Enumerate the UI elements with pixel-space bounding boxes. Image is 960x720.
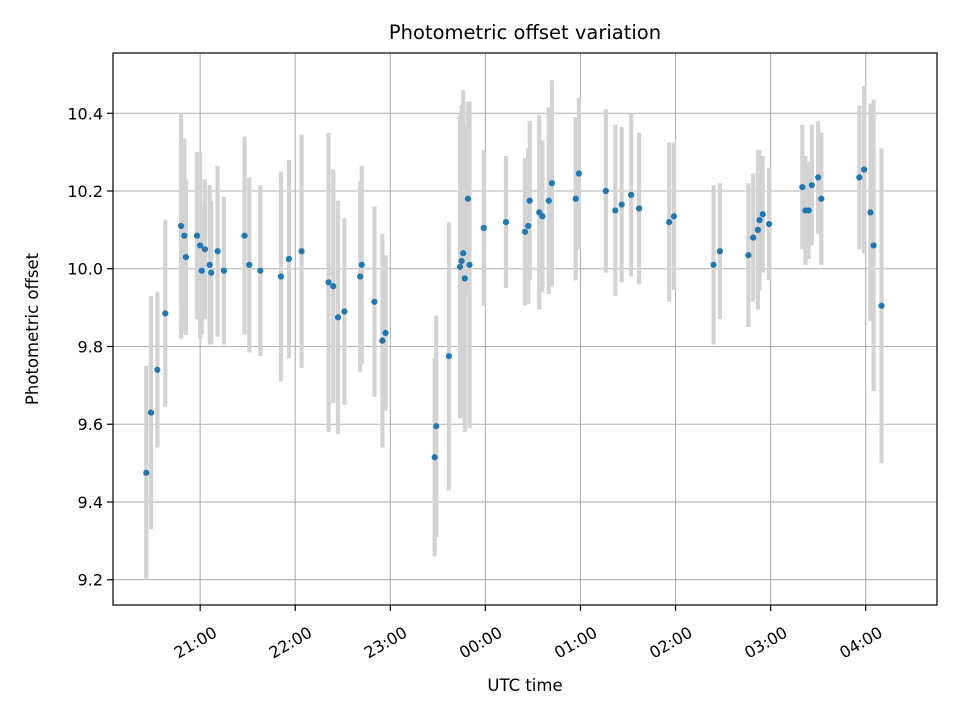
data-point bbox=[277, 273, 285, 280]
data-point bbox=[756, 217, 763, 224]
data-point bbox=[878, 302, 885, 309]
x-axis-title: UTC time bbox=[487, 676, 562, 695]
y-tick-label: 10.2 bbox=[67, 182, 103, 201]
data-point bbox=[521, 228, 529, 235]
data-point bbox=[143, 469, 150, 476]
data-point bbox=[257, 267, 264, 274]
data-point bbox=[208, 269, 215, 276]
data-point bbox=[433, 423, 440, 430]
data-points bbox=[143, 166, 885, 476]
data-point bbox=[602, 187, 609, 195]
data-point bbox=[870, 242, 877, 249]
data-point bbox=[750, 234, 757, 241]
data-point bbox=[464, 195, 472, 202]
data-point bbox=[716, 248, 724, 255]
data-point bbox=[526, 197, 533, 204]
data-point bbox=[325, 279, 332, 286]
data-point bbox=[575, 170, 582, 177]
data-point bbox=[466, 261, 473, 268]
data-point bbox=[330, 283, 337, 290]
data-point bbox=[867, 209, 874, 216]
data-point bbox=[341, 308, 348, 315]
data-point bbox=[201, 246, 209, 253]
data-point bbox=[379, 337, 386, 344]
data-point bbox=[206, 261, 213, 268]
data-point bbox=[371, 298, 378, 305]
data-point bbox=[759, 211, 766, 218]
data-point bbox=[525, 222, 532, 230]
data-point bbox=[334, 314, 342, 321]
data-point bbox=[162, 310, 169, 317]
data-point bbox=[193, 232, 201, 239]
data-point bbox=[298, 248, 305, 255]
data-point bbox=[710, 261, 717, 268]
data-point bbox=[861, 166, 868, 173]
data-point bbox=[572, 195, 579, 202]
data-point bbox=[461, 275, 468, 282]
y-tick-label: 10.0 bbox=[67, 260, 103, 279]
data-point bbox=[445, 353, 453, 360]
data-point bbox=[628, 191, 635, 198]
y-tick-label: 9.2 bbox=[78, 571, 103, 590]
data-point bbox=[382, 329, 389, 336]
data-point bbox=[635, 205, 643, 212]
data-point bbox=[799, 184, 806, 191]
data-point bbox=[815, 174, 822, 181]
data-point bbox=[456, 263, 464, 270]
data-point bbox=[198, 267, 205, 274]
data-point bbox=[754, 226, 762, 233]
data-point bbox=[458, 257, 465, 265]
data-point bbox=[214, 248, 221, 255]
data-point bbox=[431, 454, 438, 461]
data-point bbox=[182, 253, 189, 261]
y-axis: 9.2 9.4 9.6 9.8 10.0 10.2 10.4 bbox=[67, 104, 113, 590]
data-point bbox=[618, 201, 625, 208]
data-point bbox=[856, 174, 863, 181]
data-point bbox=[502, 218, 510, 226]
data-point bbox=[246, 261, 253, 268]
data-point bbox=[765, 220, 773, 228]
plot-frame bbox=[112, 52, 938, 606]
data-point bbox=[480, 224, 487, 232]
data-point bbox=[241, 232, 248, 239]
data-point bbox=[808, 182, 815, 189]
data-point bbox=[358, 261, 365, 268]
data-point bbox=[178, 222, 185, 230]
data-point bbox=[745, 252, 752, 259]
data-point bbox=[548, 180, 556, 187]
data-point bbox=[147, 409, 155, 416]
y-tick-label: 10.4 bbox=[67, 104, 103, 123]
data-point bbox=[181, 232, 188, 239]
data-point bbox=[357, 273, 364, 280]
data-point bbox=[539, 213, 546, 220]
data-point bbox=[670, 213, 678, 220]
data-point bbox=[220, 267, 228, 274]
y-tick-label: 9.6 bbox=[78, 415, 103, 434]
data-point bbox=[197, 242, 204, 249]
y-axis-title: Photometric offset bbox=[23, 252, 42, 405]
data-point bbox=[612, 207, 619, 214]
y-tick-label: 9.8 bbox=[78, 337, 103, 356]
data-point bbox=[666, 218, 673, 226]
data-point bbox=[285, 255, 292, 263]
data-point bbox=[818, 195, 825, 202]
chart-title: Photometric offset variation bbox=[389, 21, 661, 44]
data-point bbox=[154, 366, 161, 373]
y-tick-label: 9.4 bbox=[78, 493, 103, 512]
data-point bbox=[460, 250, 467, 257]
data-point bbox=[805, 207, 812, 214]
data-point bbox=[545, 197, 552, 204]
